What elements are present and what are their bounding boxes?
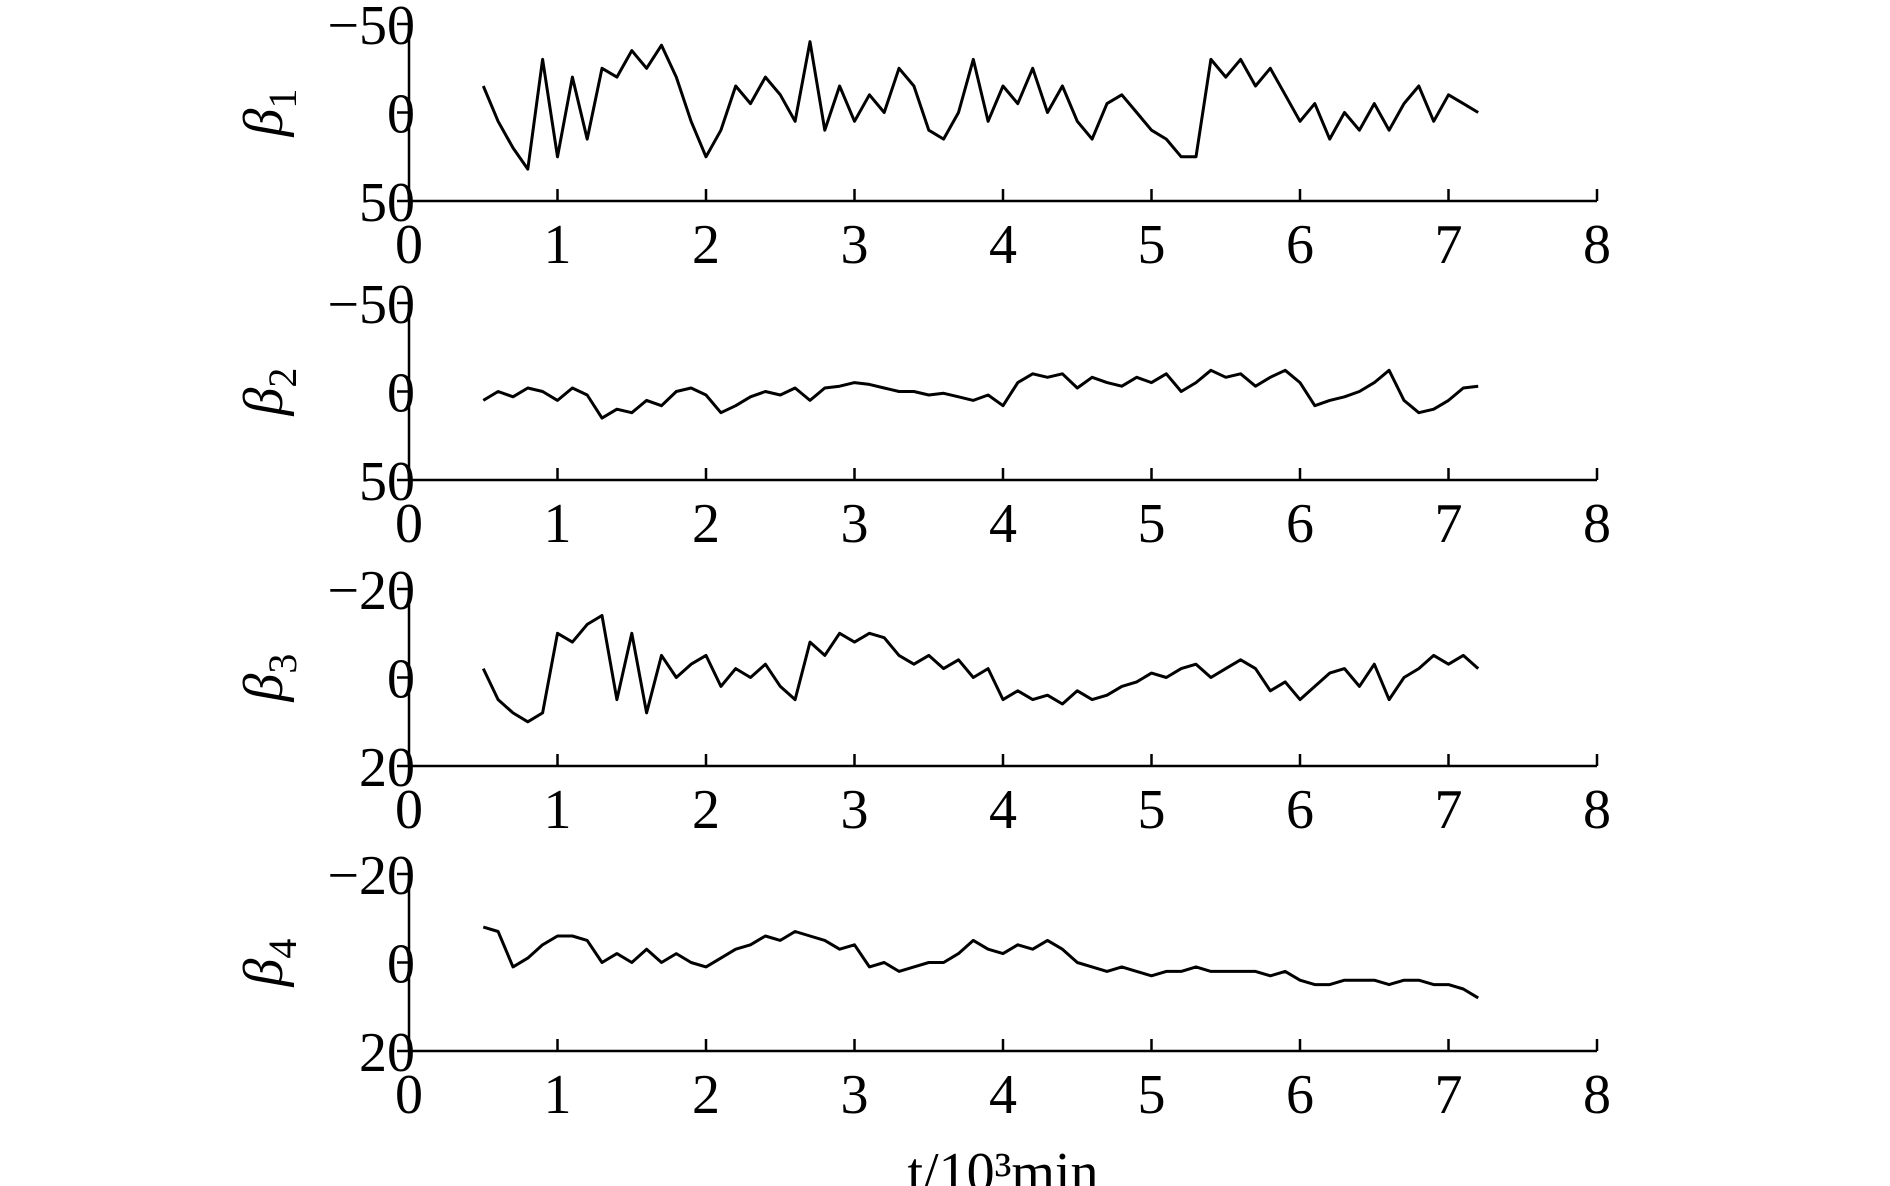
y-tick-label: −20 bbox=[327, 560, 415, 622]
x-tick-label: 0 bbox=[395, 1064, 423, 1126]
x-tick-label: 6 bbox=[1286, 1064, 1314, 1126]
x-tick-label: 3 bbox=[841, 493, 869, 555]
x-axis-label: t/10³min bbox=[907, 1142, 1098, 1186]
x-tick-label: 1 bbox=[544, 1064, 572, 1126]
y-tick-label: 0 bbox=[387, 934, 415, 996]
y-axis-label: β3 bbox=[233, 654, 305, 703]
x-tick-label: 2 bbox=[692, 779, 720, 841]
y-label-symbol: β bbox=[233, 108, 295, 137]
x-tick-label: 3 bbox=[841, 214, 869, 276]
x-tick-label: 1 bbox=[544, 214, 572, 276]
y-label-symbol: β bbox=[233, 387, 295, 416]
y-label-symbol: β bbox=[233, 958, 295, 987]
x-tick-label: 8 bbox=[1583, 493, 1611, 555]
y-tick-label: −50 bbox=[327, 274, 415, 336]
x-tick-label: 5 bbox=[1138, 779, 1166, 841]
y-tick-label: −50 bbox=[327, 0, 415, 57]
x-tick-label: 1 bbox=[544, 493, 572, 555]
x-tick-label: 1 bbox=[544, 779, 572, 841]
y-tick-label: −20 bbox=[327, 845, 415, 907]
x-tick-label: 8 bbox=[1583, 779, 1611, 841]
x-tick-label: 6 bbox=[1286, 493, 1314, 555]
x-tick-label: 6 bbox=[1286, 779, 1314, 841]
x-tick-label: 7 bbox=[1435, 214, 1463, 276]
y-tick-label: 50 bbox=[359, 451, 415, 513]
x-tick-label: 0 bbox=[395, 493, 423, 555]
x-tick-label: 2 bbox=[692, 1064, 720, 1126]
data-line bbox=[481, 40, 1479, 171]
x-tick-label: 7 bbox=[1435, 1064, 1463, 1126]
x-tick-label: 4 bbox=[989, 779, 1017, 841]
x-tick-label: 3 bbox=[841, 1064, 869, 1126]
x-tick-label: 5 bbox=[1138, 214, 1166, 276]
x-tick-label: 3 bbox=[841, 779, 869, 841]
x-tick-label: 2 bbox=[692, 214, 720, 276]
y-axis-label: β4 bbox=[233, 939, 305, 988]
y-label-symbol: β bbox=[233, 673, 295, 702]
data-line bbox=[482, 925, 1479, 1000]
y-tick-label: 0 bbox=[387, 84, 415, 146]
x-tick-label: 7 bbox=[1435, 779, 1463, 841]
data-line bbox=[481, 614, 1480, 724]
y-axis-label: β2 bbox=[233, 368, 305, 417]
x-tick-label: 4 bbox=[989, 493, 1017, 555]
y-axis-label: β1 bbox=[233, 89, 305, 138]
y-label-subscript: 2 bbox=[260, 368, 305, 388]
y-tick-label: 20 bbox=[359, 737, 415, 799]
y-tick-label: 0 bbox=[387, 363, 415, 425]
y-label-subscript: 4 bbox=[260, 939, 305, 959]
x-tick-label: 8 bbox=[1583, 1064, 1611, 1126]
x-tick-label: 7 bbox=[1435, 493, 1463, 555]
y-tick-label: 20 bbox=[359, 1022, 415, 1084]
x-tick-label: 6 bbox=[1286, 214, 1314, 276]
y-label-subscript: 3 bbox=[260, 654, 305, 674]
y-tick-label: 50 bbox=[359, 172, 415, 234]
x-tick-label: 4 bbox=[989, 214, 1017, 276]
x-tick-label: 4 bbox=[989, 1064, 1017, 1126]
x-tick-label: 2 bbox=[692, 493, 720, 555]
x-tick-label: 5 bbox=[1138, 493, 1166, 555]
x-tick-label: 8 bbox=[1583, 214, 1611, 276]
data-line bbox=[482, 368, 1479, 420]
x-tick-label: 0 bbox=[395, 779, 423, 841]
y-tick-label: 0 bbox=[387, 649, 415, 711]
y-label-subscript: 1 bbox=[260, 89, 305, 109]
x-tick-label: 5 bbox=[1138, 1064, 1166, 1126]
x-tick-label: 0 bbox=[395, 214, 423, 276]
